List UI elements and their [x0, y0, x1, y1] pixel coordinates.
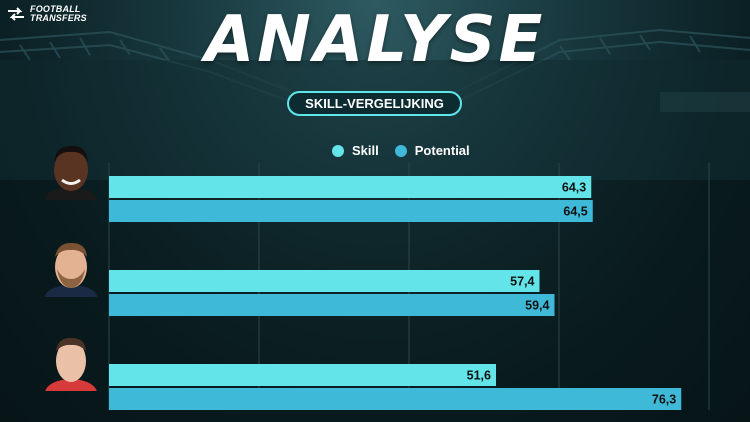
- brand-line-1: FOOTBALL: [30, 4, 81, 14]
- subtitle-badge: SKILL-VERGELIJKING: [287, 91, 462, 116]
- bar-potential-2: [109, 294, 555, 316]
- page-title: ANALYSE: [204, 3, 546, 77]
- bar-potential-3: [109, 388, 682, 410]
- chart-legend: Skill Potential: [332, 143, 470, 158]
- legend-swatch-skill: [332, 144, 344, 157]
- data-label-potential-1: 64,5: [563, 205, 587, 219]
- bar-skill-3: [109, 364, 496, 386]
- data-label-skill-1: 64,3: [562, 181, 586, 195]
- legend-item-potential: Potential: [394, 143, 470, 158]
- transfer-arrows-icon: [8, 7, 24, 21]
- legend-label-potential: Potential: [414, 143, 470, 158]
- legend-swatch-potential: [394, 144, 407, 157]
- data-label-potential-2: 59,4: [525, 299, 549, 313]
- data-label-skill-3: 51,6: [467, 369, 491, 383]
- player-photo-2: [45, 242, 97, 297]
- data-label-skill-2: 57,4: [510, 275, 534, 289]
- legend-label-skill: Skill: [352, 143, 379, 158]
- bar-skill-2: [109, 270, 540, 292]
- data-label-potential-3: 76,3: [652, 393, 676, 407]
- player-photo-3: [45, 337, 97, 391]
- legend-item-skill: Skill: [332, 143, 379, 158]
- bar-potential-1: [109, 200, 593, 222]
- bar-skill-1: [109, 176, 592, 198]
- player-photo-1: [45, 145, 97, 200]
- brand-logo: FOOTBALL TRANSFERS: [6, 5, 87, 23]
- brand-line-2: TRANSFERS: [30, 13, 87, 23]
